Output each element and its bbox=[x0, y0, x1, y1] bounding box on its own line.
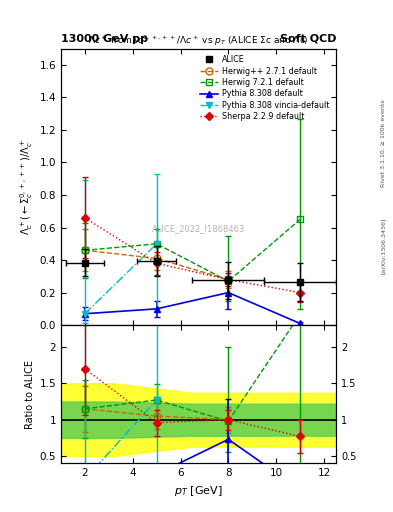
Y-axis label: Ratio to ALICE: Ratio to ALICE bbox=[25, 360, 35, 429]
Y-axis label: $\Lambda_c^+(\leftarrow\Sigma_c^{0,+,++})/\Lambda_c^+$: $\Lambda_c^+(\leftarrow\Sigma_c^{0,+,++}… bbox=[18, 139, 35, 235]
Text: [arXiv:1306.3436]: [arXiv:1306.3436] bbox=[381, 218, 386, 274]
X-axis label: $p_T$ [GeV]: $p_T$ [GeV] bbox=[174, 484, 223, 498]
Legend: ALICE, Herwig++ 2.7.1 default, Herwig 7.2.1 default, Pythia 8.308 default, Pythi: ALICE, Herwig++ 2.7.1 default, Herwig 7.… bbox=[198, 53, 332, 123]
Text: Soft QCD: Soft QCD bbox=[279, 33, 336, 44]
Text: 13000 GeV pp: 13000 GeV pp bbox=[61, 33, 148, 44]
Text: Rivet 3.1.10, ≥ 100k events: Rivet 3.1.10, ≥ 100k events bbox=[381, 99, 386, 187]
Text: ALICE_2022_I1868463: ALICE_2022_I1868463 bbox=[152, 224, 245, 233]
Title: $\Lambda c^+$ from$\Sigma c^{0,+,++}/\Lambda c^+$ vs $p_T$ (ALICE $\Sigma$c and : $\Lambda c^+$ from$\Sigma c^{0,+,++}/\La… bbox=[88, 34, 309, 49]
